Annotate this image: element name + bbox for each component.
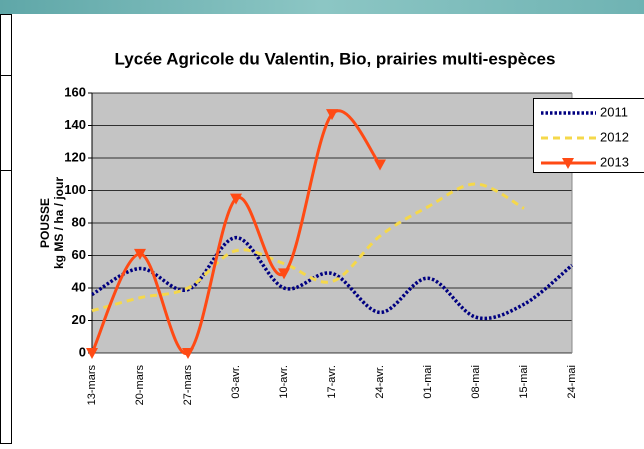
y-tick-label: 60 (72, 247, 86, 262)
x-tick-label: 10-avr. (278, 365, 290, 399)
x-tick-group: 27-mars (182, 365, 194, 406)
x-tick-group: 24-mai (566, 365, 578, 399)
x-tick-label: 20-mars (134, 365, 146, 406)
header-strip (0, 0, 644, 14)
legend-label: 2013 (600, 154, 629, 169)
x-tick-group: 15-mai (518, 365, 530, 399)
x-tick-group: 13-mars (86, 365, 98, 406)
x-tick-label: 08-mai (470, 365, 482, 399)
x-tick-group: 10-avr. (278, 365, 290, 399)
x-tick-group: 24-avr. (374, 365, 386, 399)
x-tick-group: 08-mai (470, 365, 482, 399)
x-tick-label: 27-mars (182, 365, 194, 406)
y-tick-label: 20 (72, 312, 86, 327)
x-tick-label: 03-avr. (230, 365, 242, 399)
y-tick-label: 160 (64, 84, 86, 99)
y-axis-label: POUSSE (38, 198, 52, 248)
y-tick-label: 0 (79, 344, 86, 359)
y-tick-label: 80 (72, 214, 86, 229)
x-tick-label: 17-avr. (326, 365, 338, 399)
legend-label: 2012 (600, 129, 629, 144)
x-tick-label: 15-mai (518, 365, 530, 399)
x-tick-group: 03-avr. (230, 365, 242, 399)
y-tick-label: 140 (64, 117, 86, 132)
x-tick-label: 01-mai (422, 365, 434, 399)
x-tick-group: 01-mai (422, 365, 434, 399)
x-tick-label: 13-mars (86, 365, 98, 406)
x-tick-group: 20-mars (134, 365, 146, 406)
x-tick-label: 24-avr. (374, 365, 386, 399)
y-tick-label: 100 (64, 182, 86, 197)
x-tick-group: 17-avr. (326, 365, 338, 399)
y-tick-label: 40 (72, 279, 86, 294)
y-tick-label: 120 (64, 149, 86, 164)
x-tick-label: 24-mai (566, 365, 578, 399)
chart-title: Lycée Agricole du Valentin, Bio, prairie… (115, 49, 556, 68)
legend-label: 2011 (600, 104, 628, 119)
side-box (1, 76, 12, 171)
